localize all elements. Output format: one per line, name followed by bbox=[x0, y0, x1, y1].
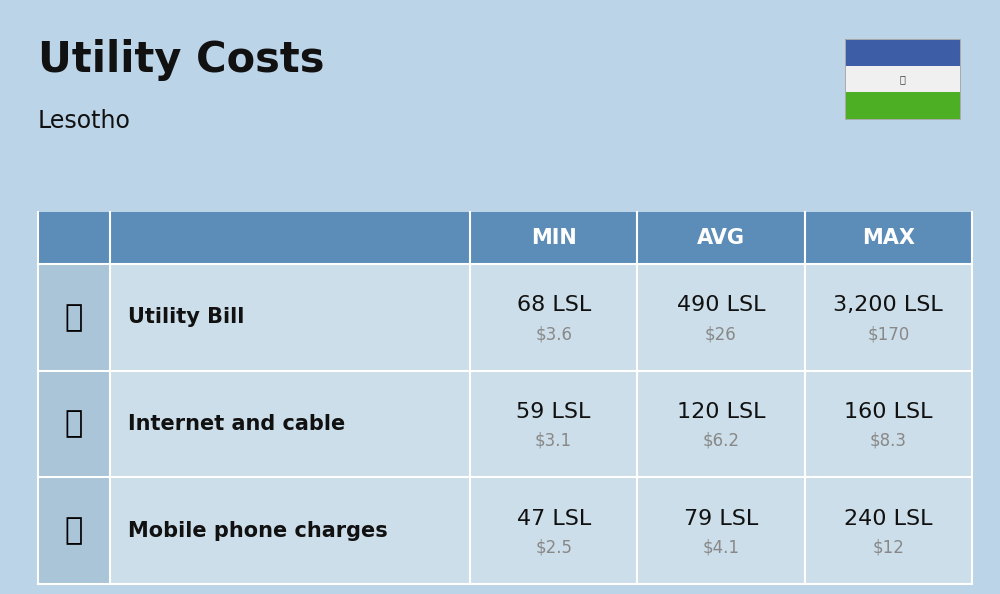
Text: $6.2: $6.2 bbox=[702, 432, 740, 450]
Text: $3.6: $3.6 bbox=[535, 326, 572, 343]
Text: AVG: AVG bbox=[697, 228, 745, 248]
Text: 120 LSL: 120 LSL bbox=[677, 402, 765, 422]
Text: MAX: MAX bbox=[862, 228, 915, 248]
Bar bbox=[845, 39, 960, 119]
Text: MIN: MIN bbox=[531, 228, 577, 248]
Text: Mobile phone charges: Mobile phone charges bbox=[128, 521, 388, 541]
Text: 3,200 LSL: 3,200 LSL bbox=[833, 295, 943, 315]
Bar bbox=[38, 371, 110, 478]
Text: 68 LSL: 68 LSL bbox=[517, 295, 591, 315]
Text: 490 LSL: 490 LSL bbox=[677, 295, 765, 315]
Text: 📱: 📱 bbox=[65, 516, 83, 545]
Text: 47 LSL: 47 LSL bbox=[517, 508, 591, 529]
Bar bbox=[38, 264, 110, 371]
Text: $3.1: $3.1 bbox=[535, 432, 572, 450]
Bar bbox=[110, 371, 972, 478]
Text: $26: $26 bbox=[705, 326, 737, 343]
Bar bbox=[845, 92, 960, 119]
Text: 📡: 📡 bbox=[65, 409, 83, 438]
Text: Lesotho: Lesotho bbox=[38, 109, 131, 133]
Bar bbox=[845, 39, 960, 66]
Text: $12: $12 bbox=[872, 539, 904, 557]
Text: Internet and cable: Internet and cable bbox=[128, 414, 345, 434]
Bar bbox=[38, 478, 110, 584]
Text: $170: $170 bbox=[867, 326, 909, 343]
Text: 160 LSL: 160 LSL bbox=[844, 402, 933, 422]
Text: 🎩: 🎩 bbox=[900, 74, 905, 84]
Text: $2.5: $2.5 bbox=[535, 539, 572, 557]
Text: 79 LSL: 79 LSL bbox=[684, 508, 758, 529]
Text: $8.3: $8.3 bbox=[870, 432, 907, 450]
Bar bbox=[845, 66, 960, 92]
Text: $4.1: $4.1 bbox=[702, 539, 740, 557]
Text: Utility Bill: Utility Bill bbox=[128, 307, 244, 327]
Bar bbox=[110, 264, 972, 371]
Text: 59 LSL: 59 LSL bbox=[516, 402, 591, 422]
Text: 🔌: 🔌 bbox=[65, 303, 83, 332]
Text: 240 LSL: 240 LSL bbox=[844, 508, 933, 529]
Bar bbox=[38, 212, 972, 264]
Text: Utility Costs: Utility Costs bbox=[38, 39, 324, 81]
Bar bbox=[110, 478, 972, 584]
